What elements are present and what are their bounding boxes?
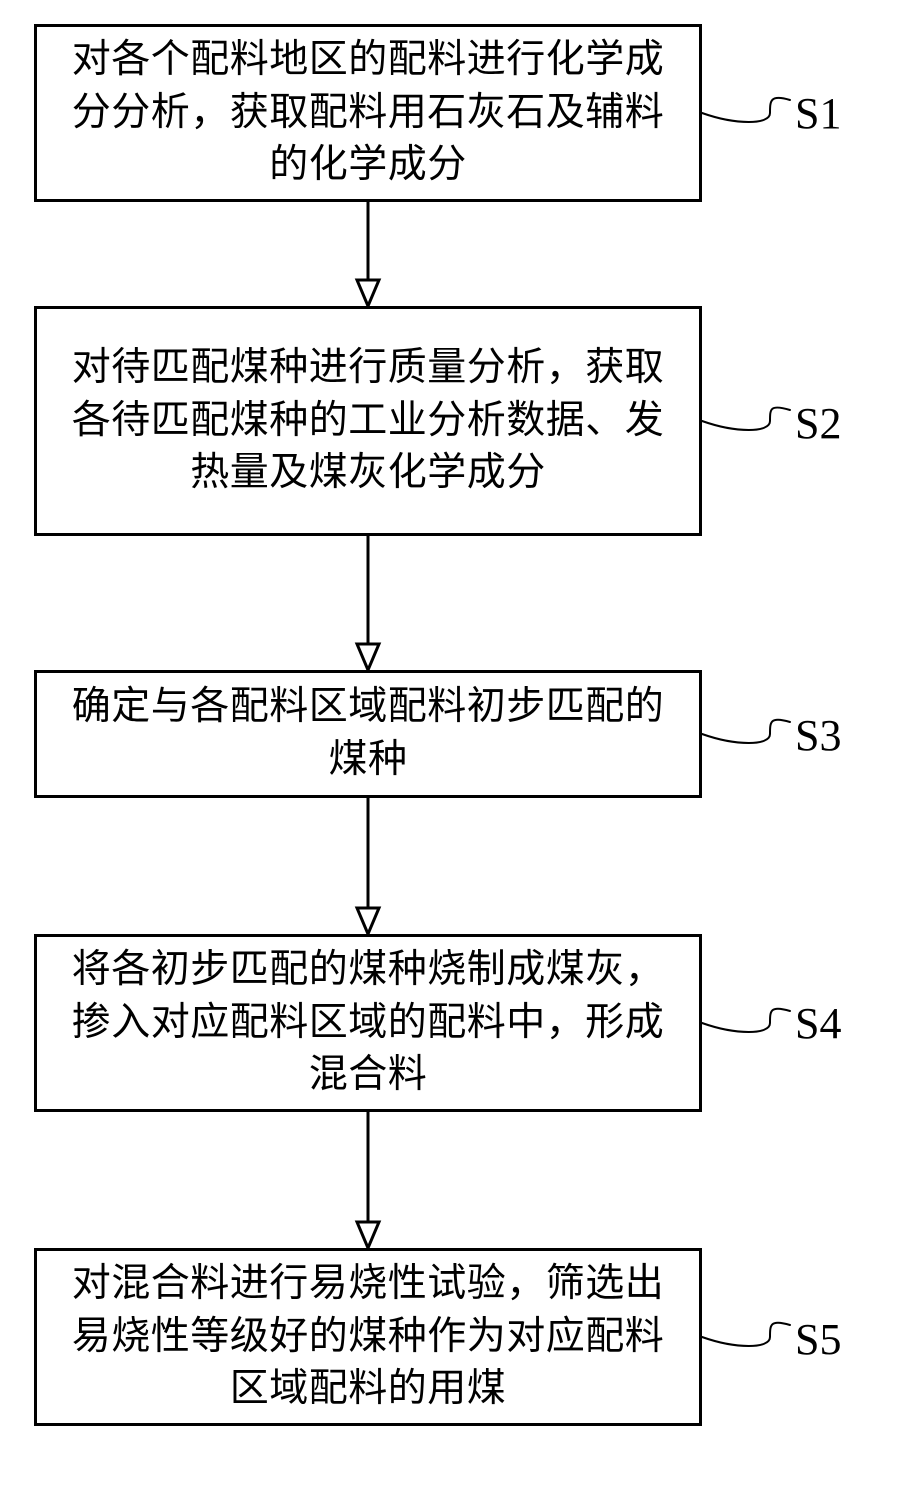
step-text-s3: 确定与各配料区域配料初步匹配的煤种 bbox=[55, 681, 681, 786]
flowchart-canvas: 对各个配料地区的配料进行化学成分分析，获取配料用石灰石及辅料的化学成分 S1 对… bbox=[0, 0, 911, 1499]
step-box-s2: 对待匹配煤种进行质量分析，获取各待匹配煤种的工业分析数据、发热量及煤灰化学成分 bbox=[34, 306, 702, 536]
step-label-s5: S5 bbox=[795, 1314, 841, 1365]
arrow-s1-s2 bbox=[353, 202, 383, 306]
step-box-s1: 对各个配料地区的配料进行化学成分分析，获取配料用石灰石及辅料的化学成分 bbox=[34, 24, 702, 202]
step-label-s3: S3 bbox=[795, 710, 841, 761]
leader-s1 bbox=[700, 80, 792, 133]
step-text-s2: 对待匹配煤种进行质量分析，获取各待匹配煤种的工业分析数据、发热量及煤灰化学成分 bbox=[55, 342, 681, 500]
step-text-s1: 对各个配料地区的配料进行化学成分分析，获取配料用石灰石及辅料的化学成分 bbox=[55, 34, 681, 192]
leader-s4 bbox=[700, 991, 792, 1043]
leader-s3 bbox=[700, 702, 792, 754]
step-text-s5: 对混合料进行易烧性试验，筛选出易烧性等级好的煤种作为对应配料区域配料的用煤 bbox=[55, 1258, 681, 1416]
step-label-s2: S2 bbox=[795, 398, 841, 449]
arrow-s4-s5 bbox=[353, 1112, 383, 1248]
step-box-s4: 将各初步匹配的煤种烧制成煤灰，掺入对应配料区域的配料中，形成混合料 bbox=[34, 934, 702, 1112]
step-text-s4: 将各初步匹配的煤种烧制成煤灰，掺入对应配料区域的配料中，形成混合料 bbox=[55, 944, 681, 1102]
step-label-s4: S4 bbox=[795, 998, 841, 1049]
arrow-s2-s3 bbox=[353, 536, 383, 670]
leader-s5 bbox=[700, 1305, 792, 1357]
step-label-s1: S1 bbox=[795, 88, 841, 139]
leader-s2 bbox=[700, 390, 792, 441]
step-box-s5: 对混合料进行易烧性试验，筛选出易烧性等级好的煤种作为对应配料区域配料的用煤 bbox=[34, 1248, 702, 1426]
step-box-s3: 确定与各配料区域配料初步匹配的煤种 bbox=[34, 670, 702, 798]
arrow-s3-s4 bbox=[353, 798, 383, 934]
